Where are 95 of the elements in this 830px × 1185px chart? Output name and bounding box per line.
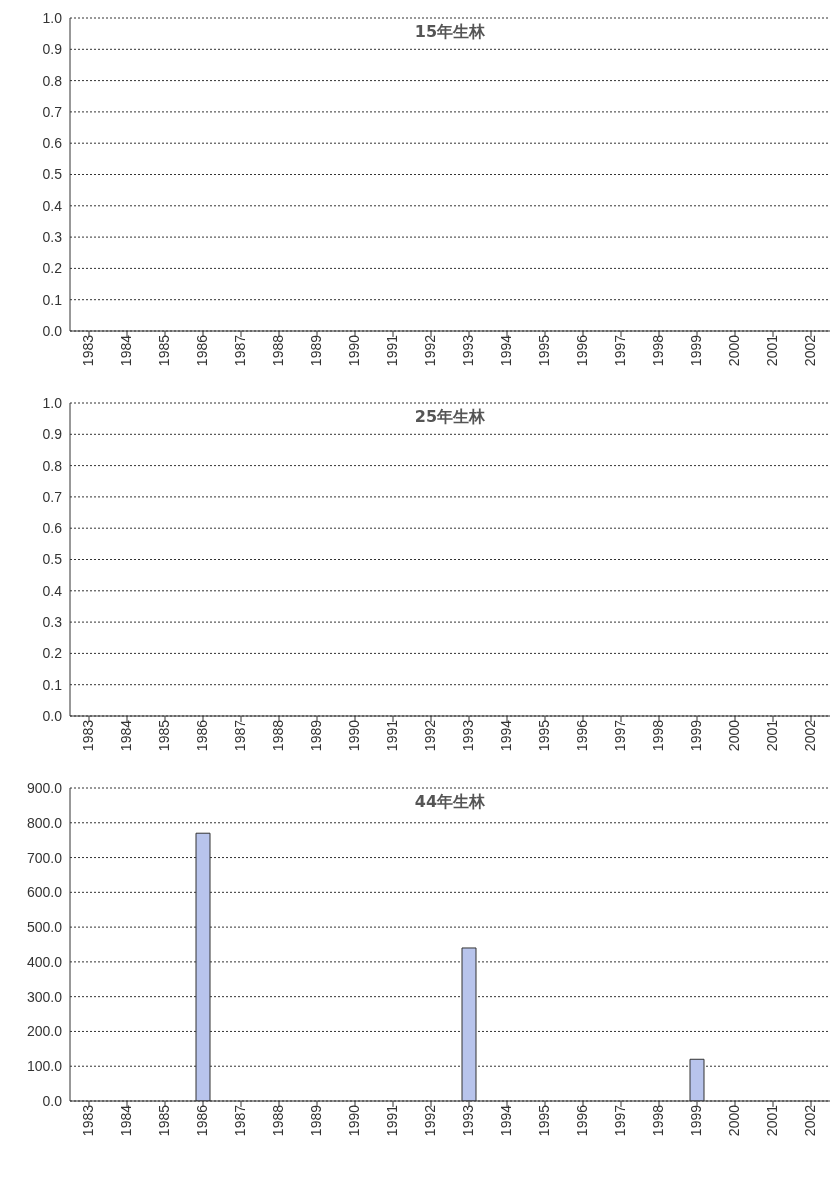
x-tick-label: 1999 bbox=[687, 334, 704, 367]
x-tick-label: 1995 bbox=[535, 719, 552, 752]
y-tick-label: 0.7 bbox=[42, 103, 63, 120]
x-tick-label: 1993 bbox=[459, 334, 476, 367]
x-tick-label: 1996 bbox=[573, 334, 590, 367]
x-tick-label: 1999 bbox=[687, 1104, 704, 1137]
x-tick-label: 1989 bbox=[307, 719, 324, 752]
x-tick-label: 1983 bbox=[79, 334, 96, 367]
y-tick-label: 0.2 bbox=[42, 645, 63, 662]
x-tick-label: 1991 bbox=[383, 334, 400, 367]
y-tick-label: 0.0 bbox=[42, 322, 63, 339]
x-tick-label: 1997 bbox=[611, 334, 628, 367]
x-tick-label: 2002 bbox=[801, 334, 818, 367]
y-tick-label: 0.2 bbox=[42, 260, 63, 277]
x-tick-label: 1985 bbox=[155, 719, 172, 752]
y-tick-label: 0.3 bbox=[42, 229, 63, 246]
y-tick-label: 1.0 bbox=[42, 9, 63, 26]
x-tick-label: 1994 bbox=[497, 334, 514, 367]
x-tick-label: 1992 bbox=[421, 1104, 438, 1137]
x-tick-label: 1991 bbox=[383, 719, 400, 752]
y-tick-label: 0.3 bbox=[42, 614, 63, 631]
y-tick-label: 500.0 bbox=[26, 919, 63, 936]
y-tick-label: 900.0 bbox=[26, 779, 63, 796]
x-tick-label: 1990 bbox=[345, 719, 362, 752]
x-tick-label: 1990 bbox=[345, 1104, 362, 1137]
x-tick-label: 2002 bbox=[801, 719, 818, 752]
x-tick-label: 1996 bbox=[573, 719, 590, 752]
x-tick-label: 1985 bbox=[155, 334, 172, 367]
chart-title: 44年生林 bbox=[412, 792, 488, 811]
x-tick-label: 1986 bbox=[193, 719, 210, 752]
x-tick-label: 1991 bbox=[383, 1104, 400, 1137]
y-tick-label: 0.8 bbox=[42, 457, 63, 474]
y-tick-label: 0.8 bbox=[42, 72, 63, 89]
x-tick-label: 1987 bbox=[231, 334, 248, 367]
y-tick-label: 0.7 bbox=[42, 488, 63, 505]
y-tick-label: 600.0 bbox=[26, 884, 63, 901]
y-tick-label: 0.5 bbox=[42, 551, 63, 568]
y-tick-label: 0.9 bbox=[42, 426, 63, 443]
y-tick-label: 0.9 bbox=[42, 41, 63, 58]
x-tick-label: 2000 bbox=[725, 1104, 742, 1137]
y-tick-label: 0.4 bbox=[42, 582, 63, 599]
x-tick-label: 1987 bbox=[231, 719, 248, 752]
x-tick-label: 1999 bbox=[687, 719, 704, 752]
x-tick-label: 1983 bbox=[79, 719, 96, 752]
x-tick-label: 1987 bbox=[231, 1104, 248, 1137]
y-tick-label: 0.4 bbox=[42, 197, 63, 214]
x-tick-label: 1995 bbox=[535, 1104, 552, 1137]
x-tick-label: 1992 bbox=[421, 334, 438, 367]
x-tick-label: 2001 bbox=[763, 1104, 780, 1137]
x-tick-label: 1995 bbox=[535, 334, 552, 367]
x-tick-label: 1984 bbox=[117, 334, 134, 367]
x-tick-label: 2000 bbox=[725, 334, 742, 367]
x-tick-label: 1998 bbox=[649, 1104, 666, 1137]
x-tick-label: 2001 bbox=[763, 334, 780, 367]
x-tick-label: 1986 bbox=[193, 1104, 210, 1137]
y-tick-label: 0.1 bbox=[42, 676, 63, 693]
x-tick-label: 2000 bbox=[725, 719, 742, 752]
chart-title: 15年生林 bbox=[412, 22, 488, 41]
x-tick-label: 1994 bbox=[497, 719, 514, 752]
x-tick-label: 1997 bbox=[611, 719, 628, 752]
y-tick-label: 800.0 bbox=[26, 814, 63, 831]
y-tick-label: 1.0 bbox=[42, 394, 63, 411]
x-tick-label: 1989 bbox=[307, 1104, 324, 1137]
chart-title: 25年生林 bbox=[412, 407, 488, 426]
y-tick-label: 300.0 bbox=[26, 988, 63, 1005]
x-tick-label: 1988 bbox=[269, 334, 286, 367]
x-tick-label: 1994 bbox=[497, 1104, 514, 1137]
x-tick-label: 1988 bbox=[269, 1104, 286, 1137]
x-tick-label: 1998 bbox=[649, 719, 666, 752]
y-tick-label: 0.5 bbox=[42, 166, 63, 183]
x-tick-label: 1990 bbox=[345, 334, 362, 367]
x-tick-label: 1993 bbox=[459, 1104, 476, 1137]
y-tick-label: 400.0 bbox=[26, 953, 63, 970]
x-tick-label: 1998 bbox=[649, 334, 666, 367]
x-tick-label: 1996 bbox=[573, 1104, 590, 1137]
y-tick-label: 0.0 bbox=[42, 1092, 63, 1109]
x-tick-label: 2001 bbox=[763, 719, 780, 752]
x-tick-label: 1997 bbox=[611, 1104, 628, 1137]
y-tick-label: 0.6 bbox=[42, 520, 63, 537]
x-tick-label: 1989 bbox=[307, 334, 324, 367]
y-tick-label: 200.0 bbox=[26, 1023, 63, 1040]
x-tick-label: 1988 bbox=[269, 719, 286, 752]
x-tick-label: 1985 bbox=[155, 1104, 172, 1137]
y-tick-label: 700.0 bbox=[26, 849, 63, 866]
y-tick-label: 0.0 bbox=[42, 707, 63, 724]
x-tick-label: 1992 bbox=[421, 719, 438, 752]
x-tick-label: 1984 bbox=[117, 719, 134, 752]
x-tick-label: 1986 bbox=[193, 334, 210, 367]
y-tick-label: 0.1 bbox=[42, 291, 63, 308]
y-tick-label: 100.0 bbox=[26, 1058, 63, 1075]
y-tick-label: 0.6 bbox=[42, 135, 63, 152]
x-tick-label: 1984 bbox=[117, 1104, 134, 1137]
x-tick-label: 1993 bbox=[459, 719, 476, 752]
x-tick-label: 1983 bbox=[79, 1104, 96, 1137]
x-tick-label: 2002 bbox=[801, 1104, 818, 1137]
